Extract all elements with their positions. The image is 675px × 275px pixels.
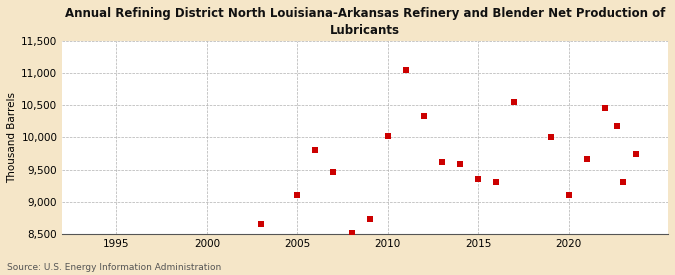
Point <box>310 148 321 152</box>
Point <box>581 157 592 161</box>
Point <box>437 160 448 164</box>
Point <box>382 134 393 138</box>
Point <box>491 180 502 185</box>
Y-axis label: Thousand Barrels: Thousand Barrels <box>7 92 17 183</box>
Point <box>618 180 628 184</box>
Point <box>292 193 302 197</box>
Point <box>400 68 411 72</box>
Point <box>364 217 375 221</box>
Point <box>599 106 610 111</box>
Point <box>612 124 623 128</box>
Text: Source: U.S. Energy Information Administration: Source: U.S. Energy Information Administ… <box>7 263 221 272</box>
Point <box>509 100 520 104</box>
Point <box>563 193 574 197</box>
Title: Annual Refining District North Louisiana-Arkansas Refinery and Blender Net Produ: Annual Refining District North Louisiana… <box>65 7 666 37</box>
Point <box>472 176 483 181</box>
Point <box>418 114 429 118</box>
Point <box>328 169 339 174</box>
Point <box>545 135 556 140</box>
Point <box>346 230 357 235</box>
Point <box>256 222 267 227</box>
Point <box>455 162 466 167</box>
Point <box>630 152 641 156</box>
